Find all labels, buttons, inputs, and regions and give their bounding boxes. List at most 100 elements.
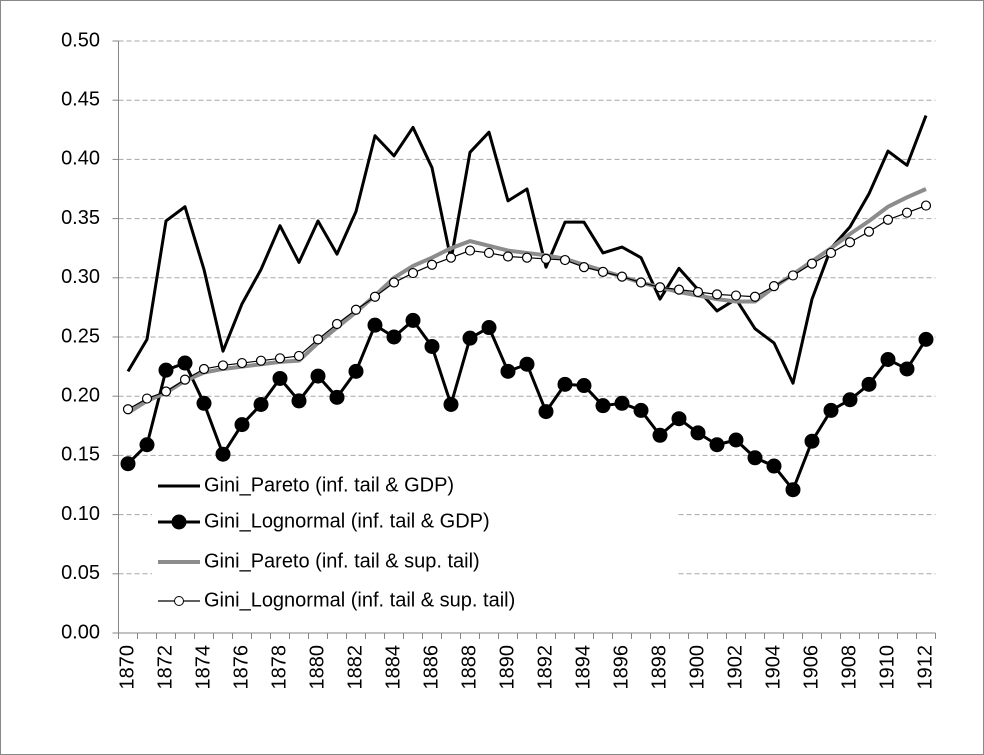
x-tick-label: 1900 — [686, 645, 708, 690]
point — [614, 395, 630, 411]
point — [122, 404, 134, 415]
point — [350, 304, 362, 315]
point — [595, 398, 611, 414]
point — [348, 363, 364, 379]
x-tick-label: 1912 — [914, 645, 936, 690]
x-tick-label: 1896 — [610, 645, 632, 690]
point — [500, 363, 516, 379]
y-tick-label: 0.10 — [61, 503, 100, 525]
point — [766, 458, 782, 474]
x-tick-label: 1882 — [344, 645, 366, 690]
x-tick-label: 1878 — [268, 645, 290, 690]
y-tick-label: 0.40 — [61, 148, 100, 170]
y-tick-label: 0.50 — [61, 29, 100, 51]
point — [673, 284, 685, 295]
point — [424, 338, 440, 354]
point — [880, 351, 896, 367]
point — [502, 251, 514, 262]
point — [177, 355, 193, 371]
point — [616, 271, 628, 282]
x-tick-label: 1880 — [306, 645, 328, 690]
legend-label: Gini_Lognormal (inf. tail & GDP) — [204, 510, 490, 532]
point — [709, 437, 725, 453]
point — [844, 237, 856, 248]
point — [882, 214, 894, 225]
point — [823, 402, 839, 418]
legend-label: Gini_Pareto (inf. tail & GDP) — [204, 474, 454, 496]
point — [690, 425, 706, 441]
x-tick-label: 1910 — [876, 645, 898, 690]
legend: Gini_Pareto (inf. tail & GDP) Gini_Lognor… — [152, 468, 677, 620]
point — [139, 437, 155, 453]
point — [749, 291, 761, 302]
point — [236, 357, 248, 369]
x-tick-label: 1886 — [420, 645, 442, 690]
x-tick-label: 1906 — [800, 645, 822, 690]
point — [730, 290, 742, 301]
point — [160, 386, 172, 397]
point — [578, 262, 590, 273]
point — [198, 363, 210, 375]
legend-label: Gini_Lognormal (inf. tail & sup. tail) — [204, 589, 515, 611]
y-tick-label: 0.20 — [61, 384, 100, 406]
point — [899, 361, 915, 377]
y-tick-label: 0.30 — [61, 266, 100, 288]
point — [158, 362, 174, 378]
point — [787, 270, 799, 281]
point — [426, 259, 438, 270]
x-tick-label: 1888 — [458, 645, 480, 690]
point — [861, 376, 877, 392]
point — [576, 378, 592, 394]
point — [519, 356, 535, 372]
point — [711, 289, 723, 300]
y-tick-label: 0.15 — [61, 444, 100, 466]
point — [367, 317, 383, 333]
legend-label: Gini_Pareto (inf. tail & sup. tail) — [204, 550, 480, 572]
x-tick-label: 1898 — [648, 645, 670, 690]
point — [920, 200, 932, 211]
point — [196, 395, 212, 411]
point — [217, 360, 229, 371]
point — [918, 331, 934, 347]
point — [272, 370, 288, 386]
point — [481, 320, 497, 336]
y-tick-label: 0.45 — [61, 88, 100, 110]
point — [901, 207, 913, 218]
point — [806, 258, 818, 269]
point — [538, 404, 554, 420]
point — [785, 482, 801, 498]
x-tick-label: 1884 — [382, 645, 404, 690]
point — [804, 433, 820, 449]
point — [141, 393, 153, 404]
x-tick-label: 1902 — [724, 645, 746, 690]
point — [728, 432, 744, 448]
point — [386, 329, 402, 345]
x-tick-label: 1870 — [116, 645, 138, 690]
point — [407, 267, 419, 279]
y-tick-label: 0.05 — [61, 562, 100, 584]
point — [671, 411, 687, 427]
point — [692, 286, 704, 298]
x-tick-label: 1890 — [496, 645, 518, 690]
point — [329, 389, 345, 405]
point — [521, 252, 533, 263]
point — [120, 456, 136, 472]
x-tick-label: 1894 — [572, 645, 594, 690]
point — [652, 427, 668, 443]
x-tick-label: 1872 — [154, 645, 176, 690]
x-tick-label: 1876 — [230, 645, 252, 690]
legend-marker — [171, 514, 187, 530]
legend-marker — [174, 596, 184, 606]
y-tick-label: 0.35 — [61, 207, 100, 229]
point — [540, 253, 552, 264]
y-tick-label: 0.25 — [61, 325, 100, 347]
y-tick-label: 0.00 — [61, 621, 100, 643]
point — [253, 396, 269, 412]
point — [234, 417, 250, 433]
point — [483, 247, 495, 259]
point — [633, 402, 649, 418]
point — [369, 291, 381, 302]
point — [635, 277, 647, 288]
point — [462, 330, 478, 346]
